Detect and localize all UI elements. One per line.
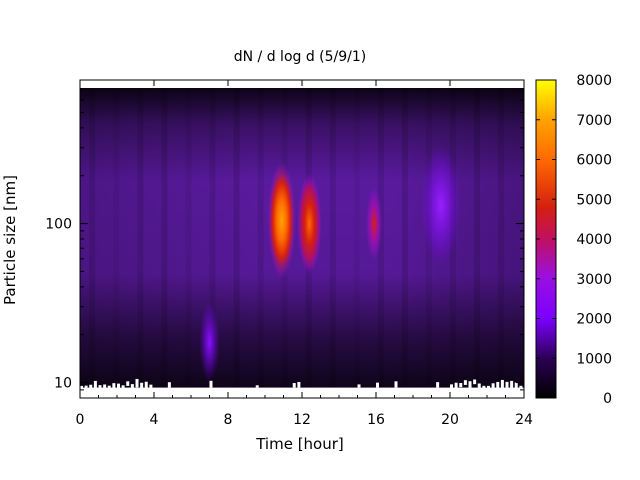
empty-region-edge [464, 380, 467, 385]
empty-region-edge [136, 379, 139, 387]
empty-region-edge [469, 381, 472, 392]
empty-region-edge [358, 384, 361, 387]
colorbar-tick-label: 3000 [576, 272, 612, 288]
empty-region-edge [376, 383, 379, 388]
empty-region-edge [103, 384, 106, 393]
empty-region-edge [515, 383, 518, 390]
heatmap-hotspot [421, 145, 461, 265]
empty-region-edge [478, 384, 481, 394]
colorbar-tick-label: 7000 [576, 113, 612, 129]
x-tick-label: 24 [515, 412, 533, 428]
colorbar-tick-label: 2000 [576, 312, 612, 328]
empty-region-edge [89, 385, 92, 391]
empty-region-edge [455, 383, 458, 394]
heatmap-plot-area [80, 88, 528, 398]
heatmap-hotspot [200, 302, 220, 382]
empty-region-edge [126, 381, 129, 386]
empty-region-edge [519, 386, 522, 392]
heatmap-streak [234, 88, 240, 398]
colorbar-tick-label: 6000 [576, 153, 612, 169]
heatmap-streak [330, 88, 336, 398]
empty-region-edge [496, 382, 499, 394]
empty-region-edge [436, 382, 439, 387]
x-tick-label: 12 [293, 412, 311, 428]
colorbar-tick-label: 0 [603, 391, 612, 407]
empty-region-edge [149, 385, 152, 391]
x-tick-label: 8 [224, 412, 233, 428]
empty-region-edge [510, 381, 513, 392]
empty-region-edge [117, 384, 120, 390]
x-tick-label: 0 [76, 412, 85, 428]
empty-region-edge [145, 382, 148, 392]
colorbar-tick-label: 4000 [576, 232, 612, 248]
empty-region-edge [293, 383, 296, 388]
y-axis-label: Particle size [nm] [1, 175, 19, 305]
empty-region-edge [297, 382, 300, 388]
heatmap-streak [185, 88, 191, 398]
x-tick-label: 4 [150, 412, 159, 428]
empty-region-edge [99, 385, 102, 392]
chart: dN / d log d (5/9/1) 0 4 8 12 16 20 24 10 100 T… [0, 0, 640, 480]
heatmap-hotspot [297, 174, 321, 274]
empty-region-edge [459, 383, 462, 387]
heatmap-streak [474, 88, 480, 398]
heatmap-streak [161, 88, 167, 398]
heatmap-hotspot [366, 188, 382, 260]
heatmap-streak [113, 88, 119, 398]
empty-region-edge [482, 386, 485, 391]
x-tick-label: 16 [367, 412, 385, 428]
empty-region-edge [168, 382, 171, 387]
empty-region-edge [112, 383, 115, 395]
empty-region-edge [108, 386, 111, 390]
heatmap-streak [258, 88, 264, 398]
empty-region-edge [487, 386, 490, 397]
empty-region-edge [473, 380, 476, 385]
empty-region-edge [492, 383, 495, 393]
empty-region-edge [501, 380, 504, 391]
x-axis-label: Time [hour] [255, 435, 344, 453]
colorbar-tick-label: 8000 [576, 73, 612, 89]
heatmap-hotspot [268, 162, 296, 278]
empty-region-edge [256, 385, 259, 387]
empty-region-edge [85, 386, 88, 392]
heatmap-streak [522, 88, 528, 398]
y-tick-label: 10 [54, 376, 72, 392]
colorbar-tick-label: 5000 [576, 192, 612, 208]
empty-region-edge [140, 383, 143, 392]
heatmap-streak [498, 88, 504, 398]
colorbar-tick-label: 1000 [576, 351, 612, 367]
empty-region-edge [210, 381, 213, 388]
empty-region-edge [122, 385, 125, 390]
heatmap-streak [137, 88, 143, 398]
x-tick-label: 20 [441, 412, 459, 428]
heatmap-streak [354, 88, 360, 398]
heatmap-streak [402, 88, 408, 398]
empty-region-edge [131, 384, 134, 390]
empty-region-edge [94, 381, 97, 389]
empty-region-edge [506, 382, 509, 392]
y-tick-label: 100 [45, 217, 72, 233]
chart-title: dN / d log d (5/9/1) [234, 49, 367, 65]
heatmap-streak [89, 88, 95, 398]
empty-region-edge [395, 381, 398, 387]
